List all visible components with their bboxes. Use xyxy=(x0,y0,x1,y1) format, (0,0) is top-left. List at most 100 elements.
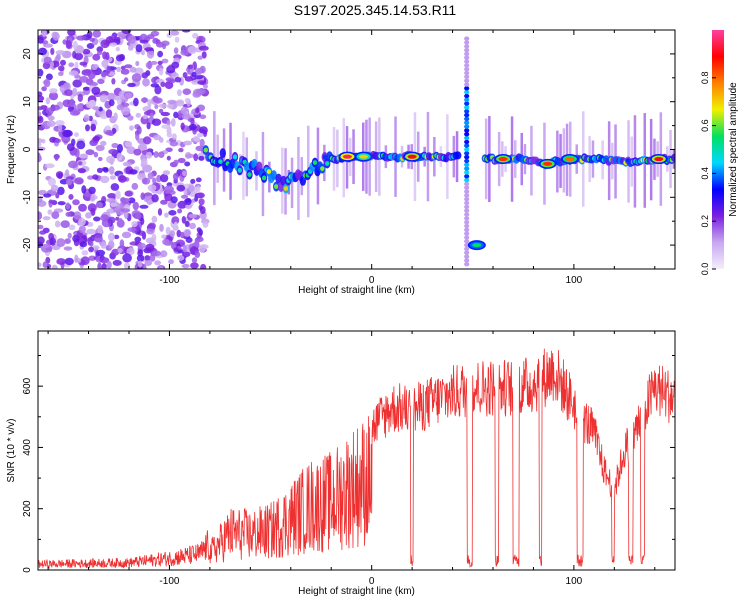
noise-blob xyxy=(185,237,193,244)
noise-blob xyxy=(64,238,71,245)
gap-column-cell xyxy=(464,154,470,160)
gap-column-cell xyxy=(464,116,470,122)
gap-column-cell xyxy=(464,132,470,137)
noise-blob xyxy=(46,120,56,127)
gap-column-cell xyxy=(464,143,470,148)
noise-blob xyxy=(161,58,169,64)
noise-blob xyxy=(187,185,195,192)
noise-blob xyxy=(118,175,127,183)
noise-blob xyxy=(74,52,84,61)
spectral-streak xyxy=(222,128,226,192)
noise-blob xyxy=(43,56,52,64)
noise-blob xyxy=(180,231,185,239)
noise-blob xyxy=(146,122,151,130)
gap-column-cell xyxy=(464,223,470,229)
noise-blob xyxy=(124,64,133,69)
noise-blob xyxy=(72,199,80,206)
colorbar-gradient xyxy=(712,30,724,269)
noise-blob xyxy=(184,229,191,237)
gap-column-cell xyxy=(464,82,470,87)
noise-blob xyxy=(133,97,139,107)
noise-blob xyxy=(135,112,141,118)
spectral-streak xyxy=(290,157,294,209)
noise-blob xyxy=(38,95,45,102)
noise-blob xyxy=(151,233,157,242)
noise-blob xyxy=(120,68,130,75)
noise-blob xyxy=(110,202,118,208)
gap-column-cell xyxy=(464,166,470,171)
noise-blob xyxy=(152,177,157,184)
noise-blob xyxy=(145,243,155,251)
noise-blob xyxy=(67,232,72,239)
noise-blob xyxy=(102,51,107,60)
noise-blob xyxy=(184,161,191,167)
noise-blob xyxy=(184,220,190,228)
noise-blob xyxy=(86,30,93,39)
noise-blob xyxy=(154,97,163,104)
noise-blob xyxy=(55,50,65,55)
colorbar-tick-label: 0.8 xyxy=(700,72,710,85)
noise-blob xyxy=(60,59,66,66)
noise-blob xyxy=(85,149,95,156)
noise-blob xyxy=(139,204,149,209)
noise-blob xyxy=(51,104,60,111)
noise-blob xyxy=(122,161,132,167)
noise-blob xyxy=(87,71,96,80)
noise-blob xyxy=(173,47,179,54)
noise-blob xyxy=(173,221,178,230)
noise-blob xyxy=(88,115,93,122)
noise-blob xyxy=(99,257,110,264)
noise-blob xyxy=(195,177,202,183)
colorbar-ticks: 0.0 0.2 0.4 0.6 0.8 xyxy=(700,72,716,275)
noise-blob xyxy=(76,103,83,110)
noise-blob xyxy=(168,259,175,265)
noise-blob xyxy=(149,112,154,118)
noise-blob xyxy=(142,114,148,120)
noise-blob xyxy=(184,97,190,104)
noise-blob xyxy=(191,257,198,264)
noise-blob xyxy=(113,36,121,43)
y-tick-label: 10 xyxy=(22,96,33,108)
noise-blob xyxy=(201,51,207,59)
noise-blob xyxy=(115,46,120,52)
gap-column-cell xyxy=(464,200,470,206)
gap-column-cell xyxy=(464,235,470,240)
noise-blob xyxy=(109,175,116,180)
noise-blob xyxy=(42,261,48,269)
noise-blob xyxy=(198,244,207,253)
noise-blob xyxy=(88,255,96,261)
noise-blob xyxy=(89,37,96,42)
noise-blob xyxy=(187,46,197,54)
x-tick-label: 100 xyxy=(566,576,583,587)
noise-blob xyxy=(146,200,153,206)
noise-blob xyxy=(82,86,91,91)
gap-column-cell xyxy=(464,185,470,190)
noise-blob xyxy=(185,153,195,158)
noise-blob xyxy=(167,79,176,84)
gap-column-cell xyxy=(464,124,470,129)
noise-blob xyxy=(172,172,179,181)
noise-blob xyxy=(66,143,75,152)
x-tick-label: -100 xyxy=(159,275,179,286)
noise-blob xyxy=(122,253,132,263)
gap-column-cell xyxy=(464,55,470,60)
noise-blob xyxy=(142,136,152,145)
noise-blob xyxy=(64,257,74,266)
y-tick-label: 200 xyxy=(22,500,33,517)
noise-blob xyxy=(78,203,87,212)
noise-blob xyxy=(64,89,73,97)
gap-column-cell xyxy=(464,162,470,167)
noise-blob xyxy=(100,214,109,222)
ridge-core xyxy=(232,154,238,160)
gap-column-cell xyxy=(464,135,470,141)
noise-blob xyxy=(132,201,139,211)
noise-blob xyxy=(185,197,192,206)
gap-column-cell xyxy=(464,93,470,99)
noise-blob xyxy=(131,73,142,82)
noise-blob xyxy=(74,254,79,263)
noise-blob xyxy=(48,199,57,204)
noise-blob xyxy=(89,196,96,202)
gap-column-cell xyxy=(464,101,470,106)
noise-blob xyxy=(137,242,146,249)
